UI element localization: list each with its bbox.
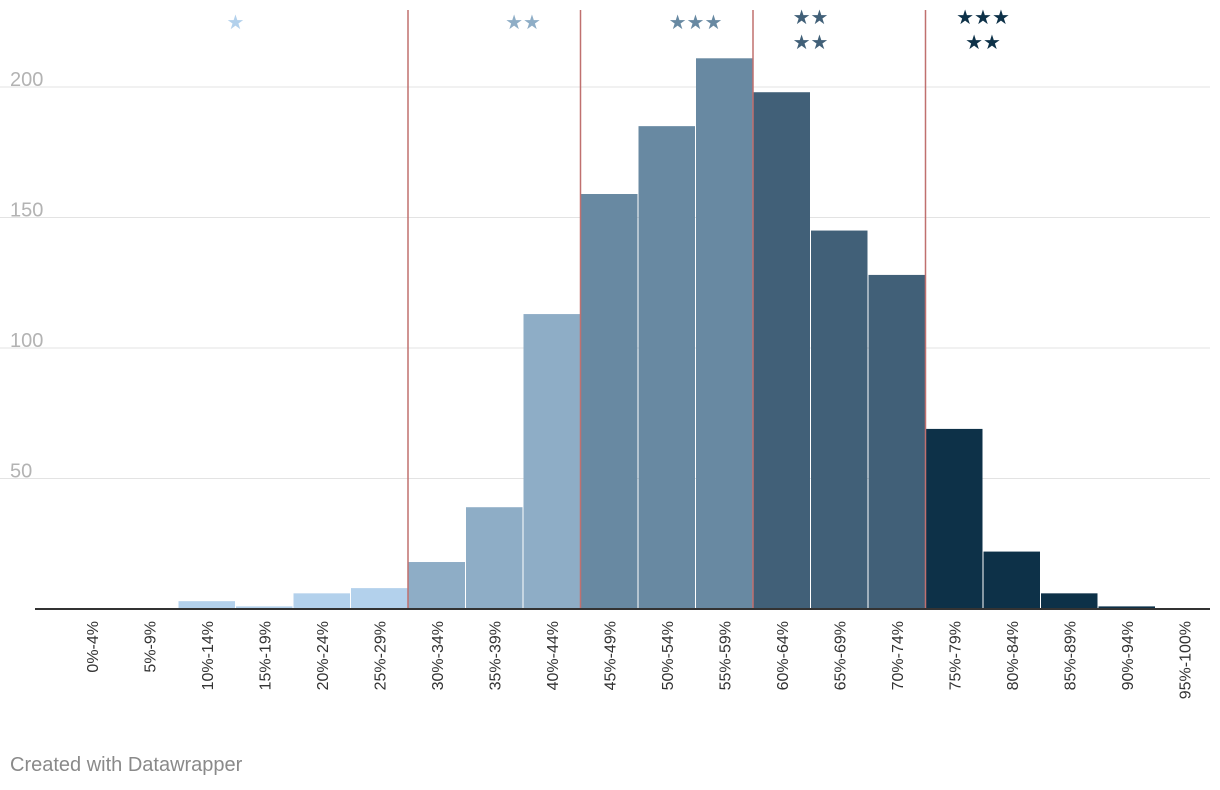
histogram-bar [178, 601, 235, 609]
star-rating-label: ★★ [793, 5, 829, 29]
star-rating-label: ★★★ [956, 5, 1010, 29]
histogram-bar [581, 194, 638, 609]
histogram-bar [868, 274, 925, 609]
histogram-bar [1098, 606, 1155, 609]
histogram-bar [983, 551, 1040, 609]
x-tick-label: 40%-44% [545, 621, 562, 690]
x-tick-label: 5%-9% [142, 621, 159, 673]
histogram-bar [926, 428, 983, 609]
histogram-bar [753, 92, 810, 610]
histogram-bar [811, 230, 868, 610]
x-tick-label: 50%-54% [660, 621, 677, 690]
x-tick-label: 45%-49% [602, 621, 619, 690]
histogram-bar [236, 606, 293, 609]
star-rating-label: ★★ [793, 30, 829, 54]
x-tick-label: 25%-29% [372, 621, 389, 690]
histogram-bar [696, 58, 753, 610]
histogram-bar [1041, 593, 1098, 609]
x-tick-label: 80%-84% [1005, 621, 1022, 690]
star-rating-label: ★★ [505, 10, 541, 34]
x-tick-label: 20%-24% [315, 621, 332, 690]
x-tick-label: 10%-14% [200, 621, 217, 690]
star-rating-label: ★★★ [669, 10, 723, 34]
y-tick-label: 200 [10, 69, 43, 91]
x-tick-label: 65%-69% [832, 621, 849, 690]
x-tick-label: 15%-19% [257, 621, 274, 690]
histogram-bar [351, 588, 408, 609]
histogram-bar [293, 593, 350, 609]
x-tick-label: 60%-64% [775, 621, 792, 690]
star-rating-label: ★★ [965, 30, 1001, 54]
x-tick-label: 70%-74% [890, 621, 907, 690]
histogram-chart: 50 100 150 200 0%-4% 5%-9% 10%-14% 15%-19% 20%-2… [0, 5, 1210, 699]
y-tick-label: 50 [10, 461, 32, 483]
x-tick-label: 35%-39% [487, 621, 504, 690]
star-rating-label: ★ [227, 10, 245, 34]
x-tick-label: 75%-79% [947, 621, 964, 690]
y-tick-label: 100 [10, 330, 43, 352]
histogram-bar [466, 507, 523, 609]
y-tick-label: 150 [10, 200, 43, 222]
histogram-bar [523, 314, 580, 609]
datawrapper-credit: Created with Datawrapper [10, 754, 243, 776]
x-tick-label: 55%-59% [717, 621, 734, 690]
x-tick-label: 0%-4% [85, 621, 102, 673]
x-tick-label: 30%-34% [430, 621, 447, 690]
histogram-bar [408, 562, 465, 609]
x-tick-label: 90%-94% [1120, 621, 1137, 690]
x-tick-label: 85%-89% [1062, 621, 1079, 690]
x-tick-label: 95%-100% [1177, 621, 1194, 699]
histogram-bar [638, 126, 695, 610]
